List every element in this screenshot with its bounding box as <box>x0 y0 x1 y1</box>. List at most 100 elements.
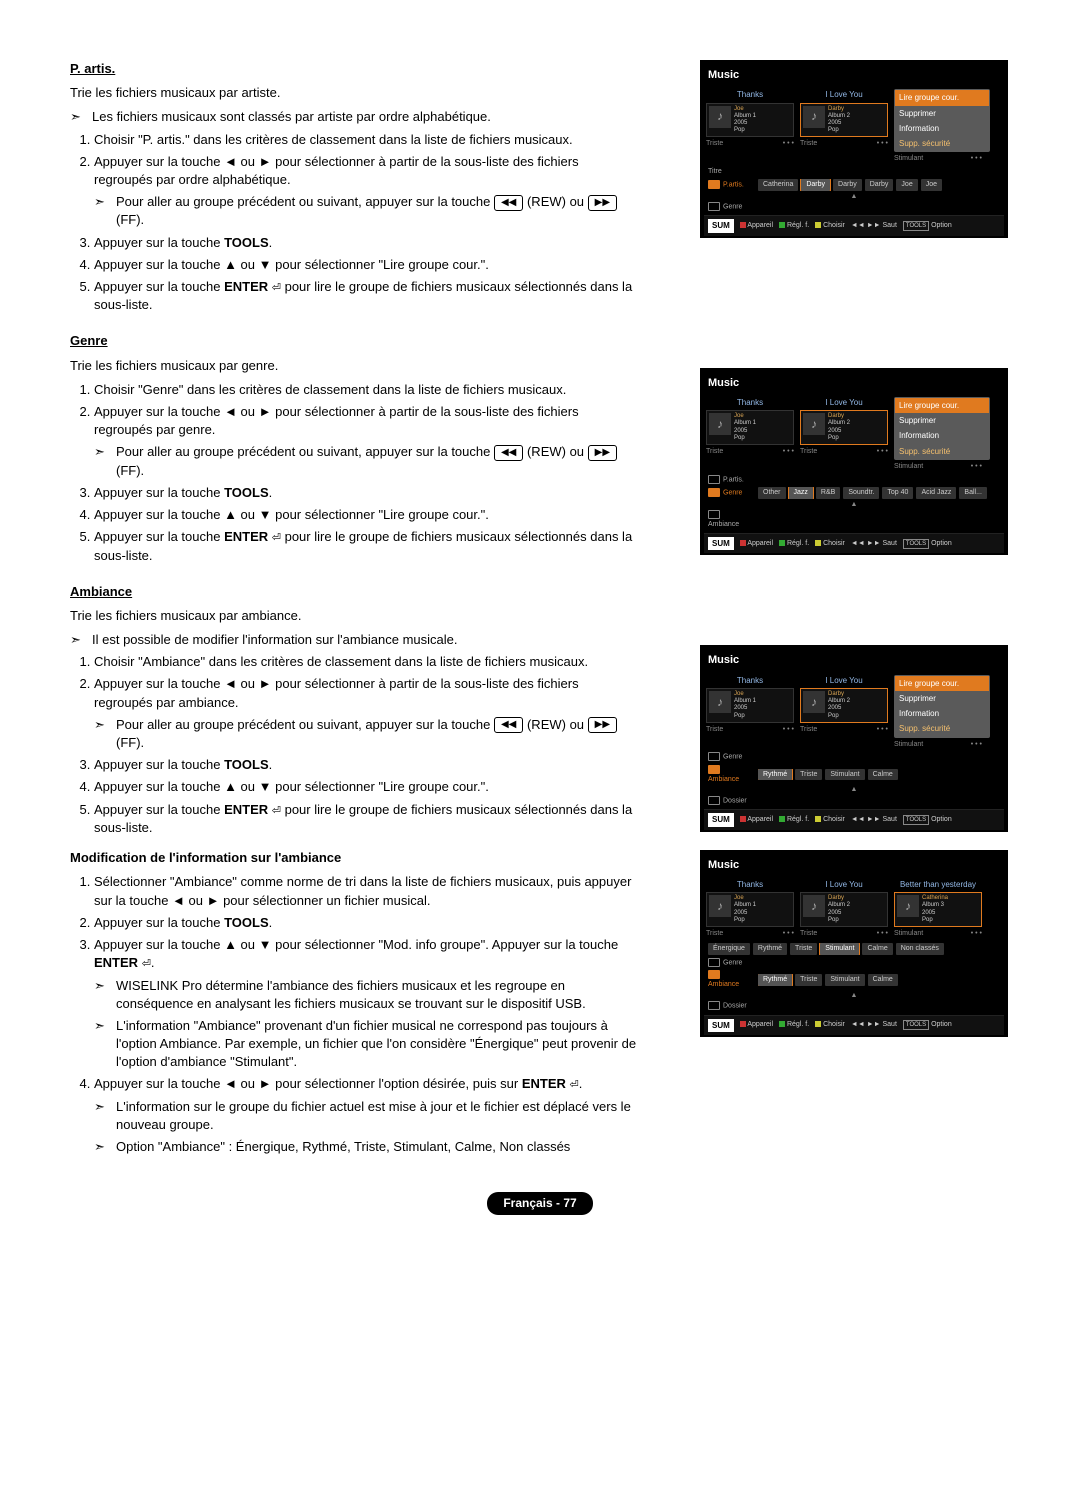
sort-chip[interactable]: Triste <box>795 974 822 986</box>
sort-chip[interactable]: Darby <box>865 179 894 191</box>
music-thumb[interactable]: Thanks♪JoeAlbum 12005PopTriste• • • <box>706 879 794 939</box>
sort-chip[interactable]: Calme <box>868 974 898 986</box>
menu-item[interactable]: Information <box>895 428 989 443</box>
step: Appuyer sur la touche ENTER ⏎ pour lire … <box>94 528 640 565</box>
music-thumb[interactable]: I Love You♪DarbyAlbum 22005PopTriste• • … <box>800 675 888 750</box>
mood-chip[interactable]: Stimulant <box>820 943 859 955</box>
music-thumb[interactable]: Thanks♪JoeAlbum 12005PopTriste• • • <box>706 397 794 472</box>
step: Appuyer sur la touche ▲ ou ▼ pour sélect… <box>94 256 640 274</box>
thumb-mood: Triste• • • <box>800 139 888 149</box>
sum-badge: SUM <box>708 813 734 826</box>
step-note: L'information "Ambiance" provenant d'un … <box>94 1017 640 1072</box>
sort-row: Genre <box>704 957 1004 969</box>
music-thumb[interactable]: I Love You♪DarbyAlbum 22005PopTriste• • … <box>800 89 888 164</box>
tv-screenshot: MusicThanks♪JoeAlbum 12005PopTriste• • •… <box>700 368 1008 556</box>
step-note: Pour aller au groupe précédent ou suivan… <box>94 716 640 752</box>
music-thumb[interactable]: I Love You♪DarbyAlbum 22005PopTriste• • … <box>800 397 888 472</box>
menu-item[interactable]: Lire groupe cour. <box>895 398 989 413</box>
sort-chip[interactable]: Top 40 <box>882 487 913 499</box>
mood-chip[interactable]: Calme <box>862 943 892 955</box>
sort-chip[interactable]: Rythmé <box>758 974 792 986</box>
thumb-meta: DarbyAlbum 22005Pop <box>828 895 850 924</box>
mood-chip[interactable]: Non classés <box>896 943 944 955</box>
thumb-meta: JoeAlbum 12005Pop <box>734 413 756 442</box>
sort-chip[interactable]: Stimulant <box>825 769 864 781</box>
sort-label[interactable]: P.artis. <box>708 475 754 485</box>
sort-chip[interactable]: Joe <box>921 179 942 191</box>
step: Choisir "Genre" dans les critères de cla… <box>94 381 640 399</box>
music-thumb[interactable]: I Love You♪DarbyAlbum 22005PopTriste• • … <box>800 879 888 939</box>
step: Choisir "P. artis." dans les critères de… <box>94 131 640 149</box>
thumb-mood: Stimulant• • • <box>894 929 982 939</box>
menu-item[interactable]: Supp. sécurité <box>895 136 989 151</box>
sort-chip[interactable]: Acid Jazz <box>916 487 956 499</box>
music-note-icon: ♪ <box>709 895 731 917</box>
sort-chip[interactable]: Ball... <box>959 487 987 499</box>
thumb-mood: Stimulant• • • <box>894 740 982 750</box>
sort-label[interactable]: Dossier <box>708 796 754 806</box>
step-note: WISELINK Pro détermine l'ambiance des fi… <box>94 977 640 1013</box>
step: Appuyer sur la touche ◄ ou ► pour sélect… <box>94 153 640 230</box>
mood-chip[interactable]: Triste <box>790 943 817 955</box>
step: Appuyer sur la touche TOOLS. <box>94 234 640 252</box>
sort-label[interactable]: Genre <box>708 202 754 212</box>
sort-row: Genre <box>704 201 1004 213</box>
sort-label[interactable]: Ambiance <box>708 970 754 990</box>
menu-item[interactable]: Information <box>895 121 989 136</box>
mood-chip[interactable]: Énergique <box>708 943 750 955</box>
step: Choisir "Ambiance" dans les critères de … <box>94 653 640 671</box>
thumb-title: Thanks <box>706 89 794 100</box>
menu-item[interactable]: Lire groupe cour. <box>895 90 989 105</box>
sort-chip[interactable]: R&B <box>816 487 840 499</box>
sort-label[interactable]: Genre <box>708 488 754 498</box>
sort-chip[interactable]: Darby <box>833 179 862 191</box>
step: Appuyer sur la touche ENTER ⏎ pour lire … <box>94 801 640 838</box>
music-note-icon: ♪ <box>803 895 825 917</box>
panel-title: Music <box>704 856 1004 875</box>
sort-chip[interactable]: Other <box>758 487 786 499</box>
up-arrow-icon: ▲ <box>704 991 1004 1001</box>
sort-chip[interactable]: Joe <box>896 179 917 191</box>
sort-chip[interactable]: Rythmé <box>758 769 792 781</box>
step: Appuyer sur la touche ◄ ou ► pour sélect… <box>94 403 640 480</box>
sort-row: Genre OtherJazzR&BSoundtr.Top 40Acid Jazz… <box>704 486 1004 500</box>
sort-chip[interactable]: Triste <box>795 769 822 781</box>
sort-label[interactable]: Dossier <box>708 1001 754 1011</box>
section-title: Ambiance <box>70 583 640 601</box>
step: Appuyer sur la touche TOOLS. <box>94 914 640 932</box>
steps-list: Sélectionner "Ambiance" comme norme de t… <box>70 873 640 1156</box>
menu-item[interactable]: Supprimer <box>895 413 989 428</box>
up-arrow-icon: ▲ <box>704 192 1004 202</box>
sort-chip[interactable]: Jazz <box>789 487 813 499</box>
music-thumb[interactable]: Better than yesterday♪CatherinaAlbum 320… <box>894 879 982 939</box>
music-thumb[interactable]: Thanks♪JoeAlbum 12005PopTriste• • • <box>706 675 794 750</box>
menu-item[interactable]: Supp. sécurité <box>895 721 989 736</box>
music-note-icon: ♪ <box>803 106 825 128</box>
sort-label[interactable]: Ambiance <box>708 510 754 530</box>
step: Sélectionner "Ambiance" comme norme de t… <box>94 873 640 909</box>
music-note-icon: ♪ <box>803 413 825 435</box>
thumb-mood: Triste• • • <box>706 929 794 939</box>
sort-label[interactable]: P.artis. <box>708 180 754 190</box>
sort-label[interactable]: Ambiance <box>708 765 754 785</box>
steps-list: Choisir "P. artis." dans les critères de… <box>70 131 640 315</box>
thumb-title: I Love You <box>800 397 888 408</box>
sort-label[interactable]: Genre <box>708 958 754 968</box>
sort-chip[interactable]: Soundtr. <box>843 487 879 499</box>
sort-chip[interactable]: Stimulant <box>825 974 864 986</box>
sort-chip[interactable]: Calme <box>868 769 898 781</box>
thumb-title: I Love You <box>800 675 888 686</box>
menu-item[interactable]: Lire groupe cour. <box>895 676 989 691</box>
music-note-icon: ♪ <box>709 691 731 713</box>
mood-chip[interactable]: Rythmé <box>753 943 787 955</box>
menu-item[interactable]: Supprimer <box>895 106 989 121</box>
thumb-meta: CatherinaAlbum 32005Pop <box>922 895 948 924</box>
section-subtitle: Modification de l'information sur l'ambi… <box>70 849 640 867</box>
menu-item[interactable]: Information <box>895 706 989 721</box>
music-thumb[interactable]: Thanks♪JoeAlbum 12005PopTriste• • • <box>706 89 794 164</box>
menu-item[interactable]: Supprimer <box>895 691 989 706</box>
sort-label[interactable]: Genre <box>708 752 754 762</box>
menu-item[interactable]: Supp. sécurité <box>895 444 989 459</box>
sort-chip[interactable]: Darby <box>801 179 830 191</box>
sort-chip[interactable]: Catherina <box>758 179 798 191</box>
